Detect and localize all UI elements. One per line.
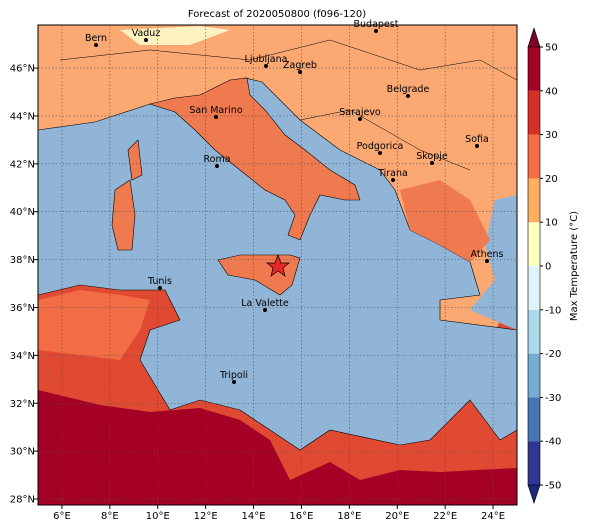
city-dot — [232, 380, 236, 384]
city-dot — [263, 308, 267, 312]
aegean — [470, 195, 517, 330]
y-tick-label: 34°N — [10, 351, 35, 362]
city-dot — [475, 144, 479, 148]
map-frame — [37, 24, 518, 506]
colorbar-bin — [528, 222, 540, 266]
city-dot — [378, 151, 382, 155]
city-dot — [264, 64, 268, 68]
city-label: Skopje — [416, 151, 448, 162]
map-title: Forecast of 2020050800 (f096-120) — [188, 9, 366, 20]
city-label: Zagreb — [283, 60, 317, 71]
city-dot — [158, 286, 162, 290]
city-dot — [298, 70, 302, 74]
colorbar-bin — [528, 134, 540, 179]
city-dot — [391, 178, 395, 182]
city-label: Podgorica — [357, 141, 404, 152]
y-tick-label: 40°N — [10, 207, 35, 218]
colorbar-tick-label: 20 — [545, 174, 558, 185]
city-dot — [94, 43, 98, 47]
x-tick-label: 20°E — [385, 511, 409, 522]
x-tick-label: 18°E — [337, 511, 361, 522]
y-tick-label: 32°N — [10, 399, 35, 410]
corsica — [127, 139, 143, 181]
x-tick-label: 12°E — [194, 511, 218, 522]
hot-zone — [38, 390, 517, 505]
colorbar-bin — [528, 266, 540, 310]
colorbar-bin — [528, 397, 540, 442]
colorbar-tick-label: -10 — [545, 305, 561, 316]
y-tick-label: 30°N — [10, 447, 35, 458]
colorbar-extend-high — [527, 27, 541, 48]
colorbar-bin — [528, 47, 540, 91]
city-dot — [430, 161, 434, 165]
city-label: Tunis — [147, 276, 172, 287]
sardinia — [111, 179, 136, 251]
city-dot — [144, 38, 148, 42]
y-tick-label: 46°N — [10, 64, 35, 75]
colorbar-label: Max Temperature (°C) — [569, 211, 580, 321]
colorbar-bin — [528, 90, 540, 135]
colorbar-tick-label: 50 — [545, 43, 558, 54]
colorbar-bin — [528, 441, 540, 485]
city-label: Tirana — [377, 168, 408, 179]
y-tick-label: 44°N — [10, 111, 35, 122]
colorbar-tick-label: 40 — [545, 86, 558, 97]
x-tick-label: 16°E — [289, 511, 313, 522]
x-tick-label: 22°E — [433, 511, 457, 522]
city-label: San Marino — [189, 105, 242, 116]
city-dot — [214, 115, 218, 119]
city-dot — [374, 29, 378, 33]
x-tick-label: 8°E — [101, 511, 119, 522]
colorbar-tick-label: 10 — [545, 218, 558, 229]
city-label: Budapest — [354, 19, 399, 30]
city-label: Athens — [471, 249, 504, 260]
city-label: Sarajevo — [339, 107, 381, 118]
colorbar-tick-label: -30 — [545, 393, 561, 404]
colorbar-bin — [528, 309, 540, 354]
y-tick-label: 28°N — [10, 495, 35, 506]
borders — [59, 39, 517, 171]
city-label: Sofia — [465, 134, 489, 145]
x-tick-label: 10°E — [146, 511, 170, 522]
colorbar-tick-label: 30 — [545, 130, 558, 141]
colorbar-tick-label: -20 — [545, 349, 561, 360]
y-tick-label: 42°N — [10, 159, 35, 170]
city-label: La Valette — [241, 298, 289, 309]
city-label: Ljubljana — [245, 54, 288, 65]
x-tick-label: 6°E — [53, 511, 71, 522]
colorbar-bin — [528, 178, 540, 223]
x-tick-label: 24°E — [481, 511, 505, 522]
city-label: Belgrade — [387, 84, 430, 95]
city-dot — [485, 259, 489, 263]
colorbar-bin — [528, 353, 540, 398]
x-tick-label: 14°E — [242, 511, 266, 522]
city-label: Bern — [85, 33, 107, 44]
colorbar-tick-label: -40 — [545, 437, 561, 448]
city-dot — [406, 94, 410, 98]
city-dot — [358, 117, 362, 121]
colorbar-tick-label: -50 — [545, 481, 561, 492]
colorbar-tick-label: 0 — [545, 262, 551, 273]
y-tick-label: 36°N — [10, 303, 35, 314]
highlight-star — [266, 254, 290, 277]
city-dot — [215, 164, 219, 168]
city-label: Roma — [203, 154, 230, 165]
city-label: Tripoli — [219, 370, 248, 381]
grid — [38, 25, 517, 505]
city-label: Vaduz — [132, 28, 161, 39]
italy — [148, 77, 361, 241]
y-tick-label: 38°N — [10, 255, 35, 266]
colorbar-extend-low — [527, 484, 541, 504]
